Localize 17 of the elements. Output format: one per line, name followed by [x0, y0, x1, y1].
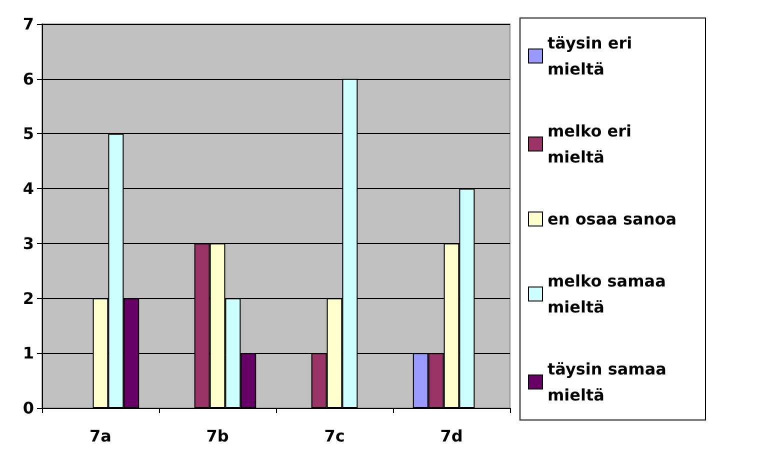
y-tick-label: 6 [22, 69, 34, 88]
y-tick-label: 1 [22, 344, 34, 363]
y-tick-label: 5 [22, 124, 34, 144]
y-tick-label: 0 [22, 398, 34, 418]
legend-label: melko eri mieltä [548, 122, 638, 166]
y-tick-label: 2 [22, 288, 34, 308]
x-tick-label: 7c [324, 426, 345, 446]
y-tick-label: 3 [22, 234, 34, 253]
legend-label: täysin eri mieltä [548, 34, 638, 78]
legend-label: täysin samaa mieltä [548, 360, 672, 404]
legend-label: melko samaa mieltä [548, 272, 672, 316]
x-tick-label: 7d [440, 426, 463, 446]
y-tick-label: 4 [22, 179, 34, 198]
legend-label: en osaa sanoa [548, 210, 676, 228]
y-tick-label: 7 [22, 14, 34, 34]
x-tick-label: 7a [90, 426, 112, 446]
x-tick-label: 7b [206, 426, 229, 446]
